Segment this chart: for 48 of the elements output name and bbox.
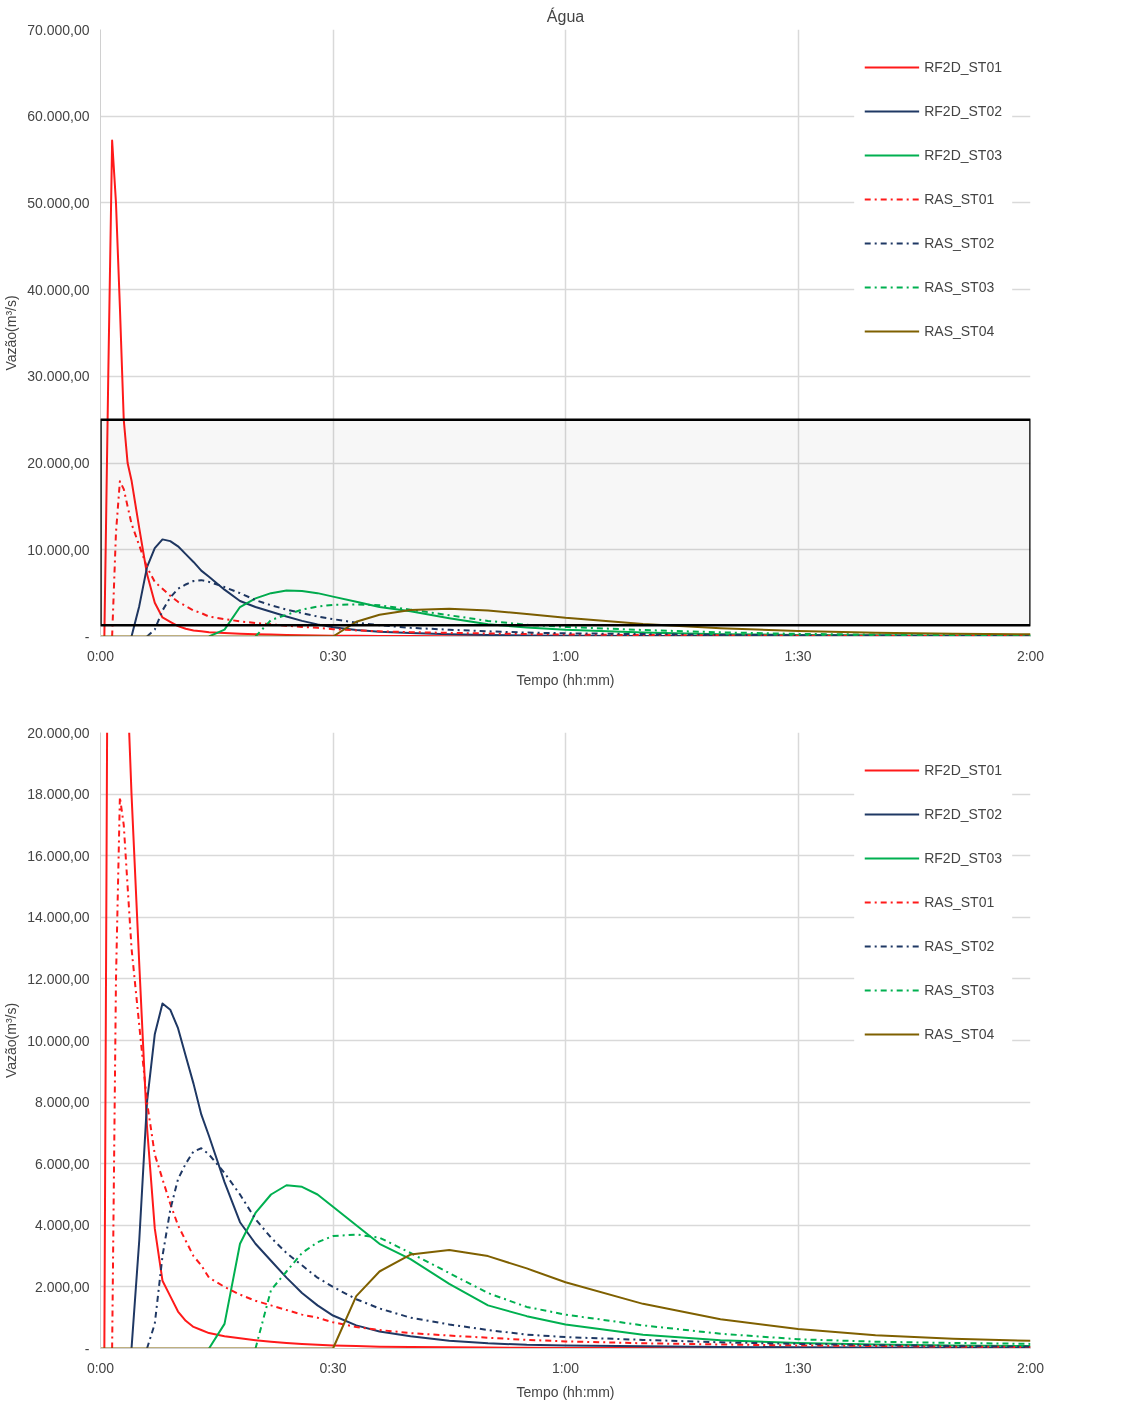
y-tick-label: 16.000,00 (27, 847, 90, 864)
x-axis-title: Tempo (hh:mm) (516, 1383, 615, 1400)
x-tick-label: 2:00 (1016, 647, 1045, 664)
y-tick-label: 50.000,00 (27, 194, 90, 211)
legend-label: RF2D_ST01 (924, 59, 1002, 75)
x-tick-label: 0:30 (319, 647, 347, 664)
y-tick-label: 10.000,00 (27, 541, 90, 558)
legend-label: RAS_ST02 (924, 235, 995, 251)
legend-label: RAS_ST01 (924, 894, 995, 910)
legend-label: RAS_ST04 (924, 323, 995, 339)
legend-label: RF2D_ST02 (924, 103, 1002, 119)
x-tick-label: 1:00 (551, 1359, 580, 1376)
legend-label: RAS_ST04 (924, 1026, 995, 1042)
legend-label: RF2D_ST01 (924, 762, 1002, 778)
y-tick-label: 20.000,00 (27, 724, 90, 741)
x-tick-label: 2:00 (1016, 1359, 1045, 1376)
legend-label: RAS_ST03 (924, 279, 995, 295)
x-axis-title: Tempo (hh:mm) (516, 671, 615, 688)
y-axis-title: Vazão(m³/s) (3, 295, 20, 371)
y-tick-label: - (84, 628, 90, 645)
chart-title: Água (546, 6, 585, 25)
y-tick-label: 2.000,00 (35, 1278, 90, 1295)
y-tick-label: 18.000,00 (27, 786, 90, 803)
x-tick-label: 1:30 (784, 1359, 812, 1376)
legend-label: RAS_ST02 (924, 938, 995, 954)
legend-label: RF2D_ST03 (924, 850, 1002, 866)
y-tick-label: 8.000,00 (35, 1094, 90, 1111)
y-tick-label: 14.000,00 (27, 909, 90, 926)
x-tick-label: 0:00 (86, 647, 115, 664)
legend-label: RF2D_ST03 (924, 147, 1002, 163)
x-tick-label: 0:30 (319, 1359, 347, 1376)
legend-label: RF2D_ST02 (924, 806, 1002, 822)
y-tick-label: - (84, 1340, 90, 1357)
x-tick-label: 1:30 (784, 647, 812, 664)
x-tick-label: 0:00 (86, 1359, 115, 1376)
y-tick-label: 12.000,00 (27, 970, 90, 987)
y-tick-label: 20.000,00 (27, 455, 90, 472)
y-tick-label: 4.000,00 (35, 1217, 90, 1234)
legend-label: RAS_ST01 (924, 191, 995, 207)
y-tick-label: 70.000,00 (27, 21, 90, 38)
y-tick-label: 60.000,00 (27, 108, 90, 125)
y-tick-label: 6.000,00 (35, 1155, 90, 1172)
x-tick-label: 1:00 (551, 647, 580, 664)
y-axis-title: Vazão(m³/s) (3, 1002, 20, 1079)
legend-label: RAS_ST03 (924, 982, 995, 998)
y-tick-label: 30.000,00 (27, 368, 90, 385)
y-tick-label: 10.000,00 (27, 1032, 90, 1049)
y-tick-label: 40.000,00 (27, 281, 90, 298)
